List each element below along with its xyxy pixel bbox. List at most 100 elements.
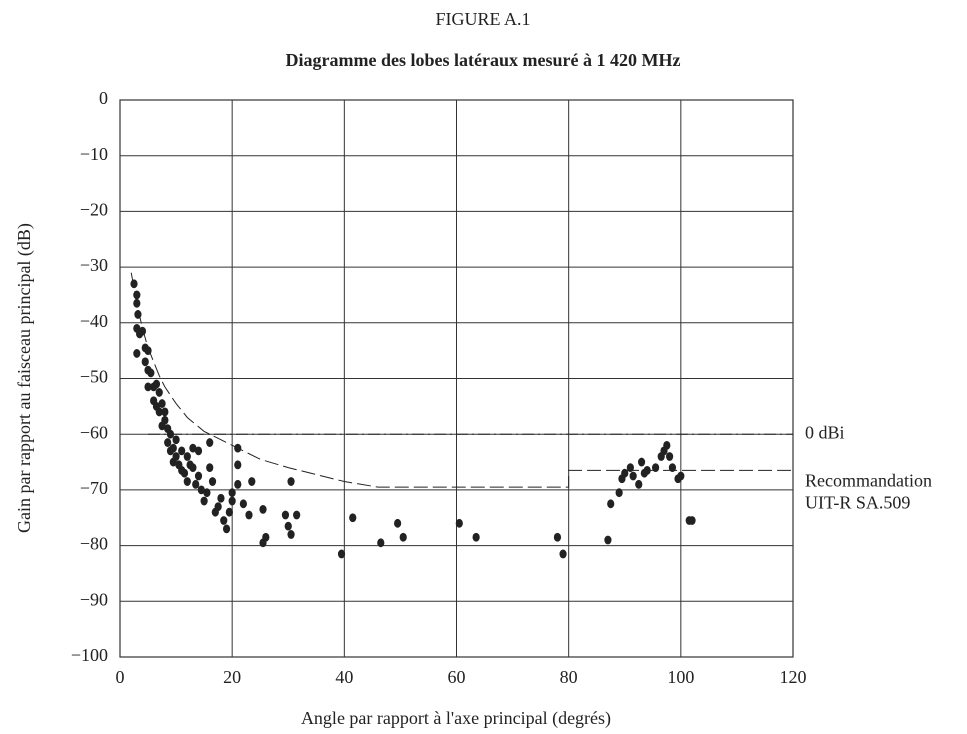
data-point: [607, 499, 615, 509]
data-point: [259, 504, 267, 514]
y-tick-label: −30: [80, 255, 108, 275]
y-tick-label: −90: [80, 589, 108, 609]
data-point: [133, 298, 141, 308]
data-point: [189, 463, 197, 473]
data-point: [615, 488, 623, 498]
data-point: [245, 510, 253, 520]
x-tick-label: 100: [667, 667, 694, 687]
y-tick-label: −80: [80, 534, 108, 554]
data-point: [164, 438, 172, 447]
data-point: [192, 479, 200, 489]
x-tick-label: 40: [335, 667, 353, 687]
data-point: [629, 471, 637, 481]
data-point: [472, 532, 480, 542]
data-point: [626, 463, 634, 473]
data-point: [189, 443, 197, 453]
data-point: [688, 516, 696, 525]
data-point: [158, 421, 166, 431]
data-point: [225, 507, 233, 517]
data-point: [643, 466, 651, 475]
data-point: [559, 549, 567, 559]
data-point: [349, 513, 357, 523]
data-point: [455, 518, 463, 528]
chart-title: Diagramme des lobes latéraux mesuré à 1 …: [286, 50, 681, 70]
data-point: [155, 407, 163, 417]
data-point: [147, 368, 155, 378]
data-point: [337, 549, 346, 559]
data-point: [262, 532, 270, 542]
data-point: [172, 435, 180, 445]
data-point: [138, 326, 147, 336]
y-tick-label: −20: [80, 200, 108, 220]
data-point: [287, 477, 295, 486]
data-point: [155, 388, 163, 397]
data-point: [234, 479, 242, 489]
data-point: [133, 290, 141, 300]
data-point: [134, 310, 142, 319]
data-point: [208, 477, 217, 486]
data-point: [377, 538, 385, 548]
data-point: [287, 530, 295, 539]
y-axis-label: Gain par rapport au faisceau principal (…: [14, 223, 35, 533]
data-point: [183, 452, 191, 461]
data-point: [399, 532, 407, 542]
data-point: [228, 496, 236, 506]
x-tick-label: 0: [116, 667, 125, 687]
data-point: [604, 535, 612, 545]
data-point: [130, 279, 138, 289]
data-point: [281, 510, 290, 520]
data-point: [637, 457, 646, 467]
data-point: [144, 346, 152, 356]
figure-label: FIGURE A.1: [435, 9, 530, 29]
data-point: [663, 440, 671, 450]
data-point: [161, 407, 169, 417]
data-point: [152, 379, 161, 389]
data-point: [234, 460, 242, 470]
x-tick-label: 60: [448, 667, 466, 687]
data-point: [677, 471, 685, 481]
y-tick-label: −60: [80, 422, 108, 442]
y-tick-label: −100: [71, 645, 108, 665]
data-point: [200, 496, 208, 506]
data-point: [394, 518, 402, 528]
data-point: [194, 446, 203, 456]
line-label: Recommandation: [805, 471, 932, 491]
data-point: [206, 438, 214, 447]
data-point: [651, 463, 660, 473]
data-point: [248, 477, 256, 486]
data-point: [206, 463, 214, 473]
data-point: [214, 502, 222, 512]
data-point: [220, 516, 228, 525]
x-tick-label: 20: [223, 667, 241, 687]
y-tick-label: −40: [80, 311, 108, 331]
data-point: [141, 357, 149, 367]
data-point: [228, 488, 236, 498]
data-point: [222, 524, 231, 534]
reference-line: [130, 272, 793, 488]
data-point: [183, 477, 191, 486]
data-point: [133, 349, 141, 358]
data-point: [553, 532, 562, 542]
data-point: [284, 521, 292, 531]
y-tick-label: −10: [80, 144, 108, 164]
y-tick-label: 0: [99, 88, 108, 108]
data-point: [166, 429, 175, 439]
data-point: [144, 382, 152, 392]
data-point: [666, 452, 674, 461]
y-tick-label: −70: [80, 478, 108, 498]
data-point: [635, 479, 643, 489]
line-label: UIT-R SA.509: [805, 493, 910, 513]
x-tick-label: 120: [780, 667, 807, 687]
data-point: [621, 468, 629, 478]
data-point: [158, 399, 166, 408]
data-point: [239, 499, 247, 509]
data-point: [203, 488, 211, 498]
data-point: [217, 493, 225, 503]
data-point: [293, 510, 301, 520]
data-point: [178, 446, 186, 456]
data-point: [180, 468, 189, 478]
plot-frame: [119, 99, 794, 658]
x-tick-label: 80: [560, 667, 578, 687]
y-tick-label: −50: [80, 367, 108, 387]
